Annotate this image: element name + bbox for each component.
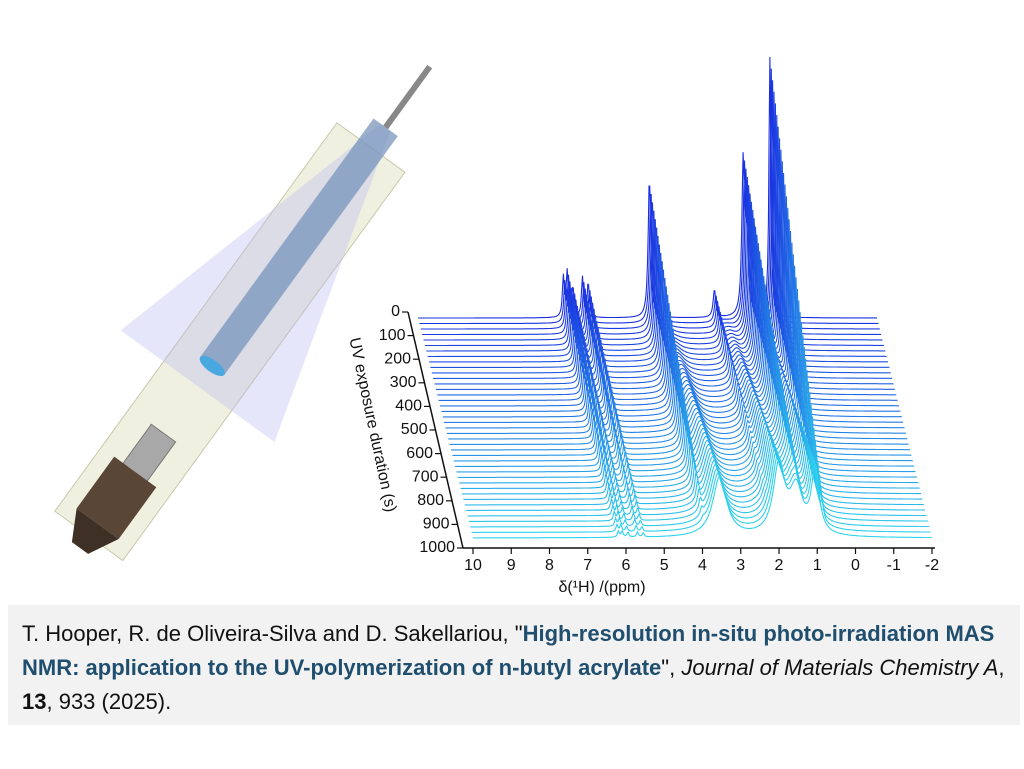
spectrum: [473, 457, 932, 539]
y-tick-label: 300: [390, 374, 417, 391]
y-tick-label: 600: [406, 445, 433, 462]
spectrum: [426, 126, 886, 352]
fiber-insert: [200, 118, 398, 375]
spectrum: [455, 370, 915, 467]
spectrum: [424, 114, 884, 347]
spectrum: [453, 358, 913, 462]
y-tick-label: 100: [379, 327, 406, 344]
x-tick-label: 4: [698, 557, 707, 574]
y-tick-label: 400: [395, 398, 422, 415]
spectrum: [449, 323, 909, 445]
spectrum: [429, 149, 888, 363]
spectrum: [444, 277, 904, 423]
x-tick-label: -2: [925, 557, 939, 574]
spectrum: [438, 230, 898, 401]
y-tick-label: 1000: [419, 539, 455, 556]
punct: ",: [661, 655, 682, 680]
y-tick-label: 800: [417, 492, 444, 509]
spectrum: [452, 346, 912, 456]
spectrum: [463, 424, 923, 500]
y-tick-label: 700: [412, 468, 439, 485]
spectrum: [460, 408, 920, 489]
spectrum: [451, 335, 910, 451]
spectrum: [471, 454, 931, 533]
optical-fiber: [383, 64, 433, 130]
punct: ,: [998, 655, 1005, 680]
spectrum: [467, 443, 927, 517]
x-axis-label: δ(¹H) /(ppm): [558, 579, 645, 596]
spectrum: [470, 450, 930, 528]
spectrum: [441, 254, 901, 412]
cap: [76, 456, 157, 540]
spectrum: [457, 391, 917, 478]
spectrum: [462, 416, 921, 495]
spectrum: [468, 447, 928, 522]
x-tick-label: 5: [660, 557, 669, 574]
spectrum: [427, 138, 887, 358]
x-tick-label: 9: [507, 557, 516, 574]
spectrum: [434, 196, 894, 385]
volume: 13: [22, 689, 47, 714]
x-tick-label: -1: [887, 557, 901, 574]
spectrum: [419, 68, 879, 325]
x-tick-label: 1: [813, 557, 822, 574]
waterfall-plot: [418, 56, 932, 539]
spectrum: [448, 312, 908, 440]
spectrum: [466, 439, 926, 511]
y-tick-label: 500: [401, 421, 428, 438]
spectrum: [420, 80, 880, 330]
spectrum: [422, 91, 882, 336]
spectrum: [456, 381, 916, 473]
paper-title: High-resolution in-situ photo-irradiatio…: [22, 621, 995, 680]
x-tick-label: 10: [464, 557, 482, 574]
spectrum: [445, 288, 905, 429]
x-tick-label: 7: [583, 557, 592, 574]
y-tick-label: 900: [423, 516, 450, 533]
spectrum: [437, 219, 897, 396]
x-tick-label: 2: [775, 557, 784, 574]
x-tick-label: 0: [851, 557, 860, 574]
spectrum: [440, 242, 899, 407]
pages: , 933 (2025).: [46, 689, 172, 714]
authors: T. Hooper, R. de Oliveira-Silva and D. S…: [22, 621, 523, 646]
figure: δ(¹H) /(ppm) UV exposure duration (s) 10…: [54, 56, 939, 596]
x-tick-label: 8: [545, 557, 554, 574]
spectrum: [459, 399, 919, 484]
spectrum: [464, 432, 924, 506]
y-tick-label: 0: [391, 303, 400, 320]
spectrum: [433, 184, 893, 379]
probe-illustration: [54, 64, 433, 562]
x-tick-label: 6: [622, 557, 631, 574]
spectrum: [435, 207, 895, 390]
x-tick-label: 3: [736, 557, 745, 574]
spectrum: [446, 300, 906, 434]
journal: Journal of Materials Chemistry A: [681, 655, 999, 680]
insert-end: [199, 355, 225, 377]
spectrum: [418, 56, 877, 319]
y-tick-label: 200: [384, 350, 411, 367]
spectrum: [430, 161, 890, 368]
cap-tip: [71, 508, 119, 554]
spectrum: [442, 265, 902, 418]
spectrum: [423, 103, 883, 341]
spectrum: [431, 172, 891, 374]
citation: T. Hooper, R. de Oliveira-Silva and D. S…: [8, 605, 1020, 725]
